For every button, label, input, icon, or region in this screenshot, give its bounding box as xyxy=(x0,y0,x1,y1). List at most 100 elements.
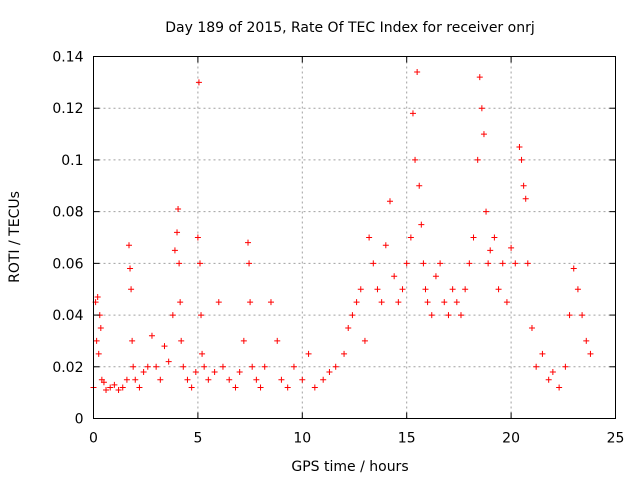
data-point xyxy=(332,363,339,370)
data-point xyxy=(428,312,435,319)
data-point xyxy=(370,260,377,267)
data-point xyxy=(247,299,254,306)
data-point xyxy=(232,384,239,391)
data-point xyxy=(178,337,185,344)
y-tick-label: 0.1 xyxy=(61,153,83,169)
data-point xyxy=(176,260,183,267)
data-point xyxy=(246,260,253,267)
data-point xyxy=(201,363,208,370)
data-point xyxy=(441,299,448,306)
data-point xyxy=(284,384,291,391)
data-point xyxy=(432,273,439,280)
data-point xyxy=(341,350,348,357)
data-point xyxy=(115,387,122,394)
data-point xyxy=(520,182,527,189)
data-point xyxy=(132,376,139,383)
data-point xyxy=(119,384,126,391)
plot-frame xyxy=(93,56,616,419)
data-point xyxy=(533,363,540,370)
data-point xyxy=(253,376,260,383)
data-point xyxy=(100,379,107,386)
data-point xyxy=(93,337,100,344)
data-point xyxy=(495,286,502,293)
y-tick-label: 0.12 xyxy=(52,101,83,117)
data-point xyxy=(245,239,252,246)
data-point xyxy=(579,312,586,319)
data-point xyxy=(261,363,268,370)
data-point xyxy=(374,286,381,293)
data-point xyxy=(366,234,373,241)
data-point xyxy=(457,312,464,319)
data-point xyxy=(111,381,118,388)
data-point xyxy=(215,299,222,306)
data-point xyxy=(483,208,490,215)
data-point xyxy=(583,337,590,344)
data-point xyxy=(414,69,421,76)
data-point xyxy=(412,156,419,163)
data-point xyxy=(129,337,136,344)
data-point xyxy=(236,368,243,375)
x-tick-label: 20 xyxy=(502,431,520,447)
data-point xyxy=(570,265,577,272)
data-point xyxy=(320,376,327,383)
data-point xyxy=(407,234,414,241)
data-point xyxy=(485,260,492,267)
y-tick-label: 0.06 xyxy=(52,256,83,272)
data-point xyxy=(409,110,416,117)
data-point xyxy=(199,350,206,357)
data-point xyxy=(174,229,181,236)
data-point xyxy=(518,156,525,163)
data-point xyxy=(449,286,456,293)
data-point xyxy=(123,376,130,383)
data-point xyxy=(127,265,134,272)
data-point xyxy=(361,337,368,344)
data-point xyxy=(180,363,187,370)
data-point xyxy=(148,332,155,339)
data-point xyxy=(462,286,469,293)
x-tick-label: 5 xyxy=(193,431,202,447)
data-point xyxy=(491,234,498,241)
data-point xyxy=(130,363,137,370)
y-tick-label: 0.14 xyxy=(52,50,83,66)
data-point xyxy=(524,260,531,267)
data-point xyxy=(194,234,201,241)
data-point xyxy=(184,376,191,383)
data-point xyxy=(422,286,429,293)
data-point xyxy=(157,376,164,383)
data-point xyxy=(196,260,203,267)
data-point xyxy=(503,299,510,306)
data-point xyxy=(195,79,202,86)
data-point xyxy=(474,156,481,163)
data-point xyxy=(198,312,205,319)
data-point xyxy=(290,363,297,370)
data-point xyxy=(386,198,393,205)
data-points xyxy=(90,69,594,394)
data-point xyxy=(487,247,494,254)
data-point xyxy=(420,260,427,267)
data-point xyxy=(153,363,160,370)
data-point xyxy=(353,299,360,306)
data-point xyxy=(453,299,460,306)
data-point xyxy=(528,325,535,331)
data-point xyxy=(299,376,306,383)
data-point xyxy=(395,299,402,306)
data-point xyxy=(125,242,132,249)
data-point xyxy=(326,368,333,375)
data-point xyxy=(278,376,285,383)
data-point xyxy=(128,286,135,293)
data-point xyxy=(549,368,556,375)
y-tick-label: 0.04 xyxy=(52,308,83,324)
data-point xyxy=(177,299,184,306)
data-point xyxy=(516,144,523,150)
data-point xyxy=(144,363,151,370)
data-point xyxy=(267,299,274,306)
data-point xyxy=(240,337,247,344)
data-point xyxy=(403,260,410,267)
data-point xyxy=(226,376,233,383)
x-tick-label: 15 xyxy=(398,431,416,447)
data-point xyxy=(574,286,581,293)
x-tick-label: 0 xyxy=(89,431,98,447)
axis-ticks: 0 0.02 0.04 0.06 0.08 0.1 0.12 0.14 0 5 10 15 20 25 xyxy=(52,50,624,447)
data-point xyxy=(556,384,563,391)
data-point xyxy=(95,350,102,357)
